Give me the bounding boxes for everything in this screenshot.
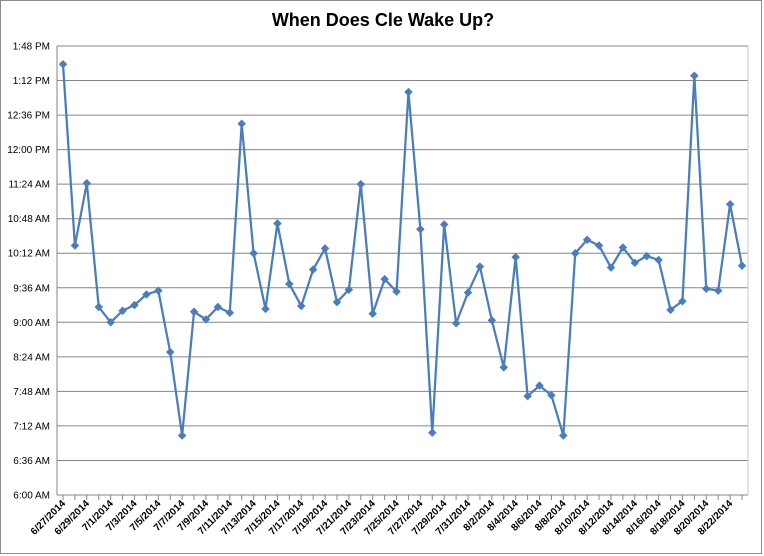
- data-point: [523, 391, 532, 401]
- data-point: [451, 318, 461, 328]
- data-point: [213, 302, 223, 312]
- data-point: [701, 284, 711, 294]
- y-tick-label: 9:36 AM: [13, 283, 50, 294]
- data-series: [58, 59, 747, 440]
- x-axis-tick-labels: 6/27/20146/29/20147/1/20147/3/20147/5/20…: [29, 498, 736, 538]
- data-point: [618, 243, 628, 252]
- y-axis-tick-labels: 6:00 AM 6:36 AM 7:12 AM 7:48 AM 8:24 AM 9:00 …: [7, 42, 50, 502]
- y-tick-label: 6:36 AM: [13, 456, 50, 467]
- data-point: [332, 297, 342, 307]
- y-tick-label: 1:48 PM: [13, 42, 50, 53]
- gridlines: [57, 45, 748, 461]
- data-point: [130, 300, 139, 310]
- y-tick-label: 8:24 AM: [13, 352, 50, 363]
- data-point: [225, 308, 235, 318]
- data-point: [416, 224, 425, 234]
- data-point: [630, 258, 640, 268]
- data-point: [558, 431, 568, 440]
- data-point: [666, 305, 675, 315]
- data-point: [475, 262, 485, 272]
- data-point: [153, 286, 163, 296]
- data-point: [165, 347, 175, 357]
- data-point: [368, 309, 378, 319]
- data-point: [308, 265, 318, 274]
- y-tick-label: 6:00 AM: [13, 491, 50, 502]
- series-line: [61, 64, 744, 437]
- y-tick-label: 11:24 AM: [8, 180, 50, 191]
- data-point: [106, 317, 116, 327]
- data-point: [582, 235, 592, 245]
- data-point: [737, 261, 747, 271]
- data-point: [177, 431, 187, 440]
- data-point: [201, 315, 211, 324]
- y-tick-label: 12:36 PM: [7, 111, 50, 122]
- chart-title: When Does Cle Wake Up?: [272, 10, 494, 30]
- y-tick-label: 10:12 AM: [8, 249, 50, 260]
- data-point: [547, 390, 556, 400]
- data-point: [570, 248, 580, 258]
- data-point: [463, 288, 473, 297]
- data-point: [356, 179, 366, 189]
- y-tick-label: 7:48 AM: [13, 387, 50, 398]
- data-point: [249, 248, 258, 258]
- data-point: [261, 304, 270, 314]
- data-point: [284, 279, 294, 289]
- data-point: [94, 302, 104, 312]
- data-point: [296, 301, 306, 311]
- data-point: [642, 251, 652, 261]
- data-point: [142, 290, 151, 299]
- data-point: [118, 306, 127, 316]
- data-point: [499, 363, 509, 372]
- y-tick-label: 10:48 AM: [8, 214, 50, 225]
- y-tick-label: 12:00 PM: [7, 145, 50, 156]
- data-point: [594, 241, 604, 250]
- y-tick-label: 9:00 AM: [13, 318, 50, 329]
- data-point: [344, 285, 354, 295]
- data-point: [535, 381, 544, 390]
- data-point: [606, 263, 616, 272]
- data-point: [189, 307, 199, 317]
- data-point: [70, 241, 80, 250]
- data-point: [487, 316, 497, 325]
- data-point: [404, 87, 413, 97]
- data-point: [82, 178, 92, 188]
- data-point: [678, 296, 687, 306]
- data-point: [273, 219, 282, 228]
- data-point: [689, 71, 699, 81]
- data-point: [237, 119, 247, 129]
- axes: [56, 46, 749, 500]
- y-tick-label: 7:12 AM: [13, 421, 50, 432]
- data-point: [380, 274, 389, 284]
- data-point: [511, 252, 521, 262]
- data-point: [725, 199, 735, 209]
- y-tick-label: 1:12 PM: [13, 76, 50, 87]
- data-point: [713, 286, 723, 296]
- data-point: [439, 220, 449, 229]
- data-point: [427, 428, 437, 437]
- data-point: [320, 244, 330, 253]
- data-point: [392, 287, 401, 296]
- data-point: [58, 59, 68, 69]
- data-point: [654, 255, 663, 265]
